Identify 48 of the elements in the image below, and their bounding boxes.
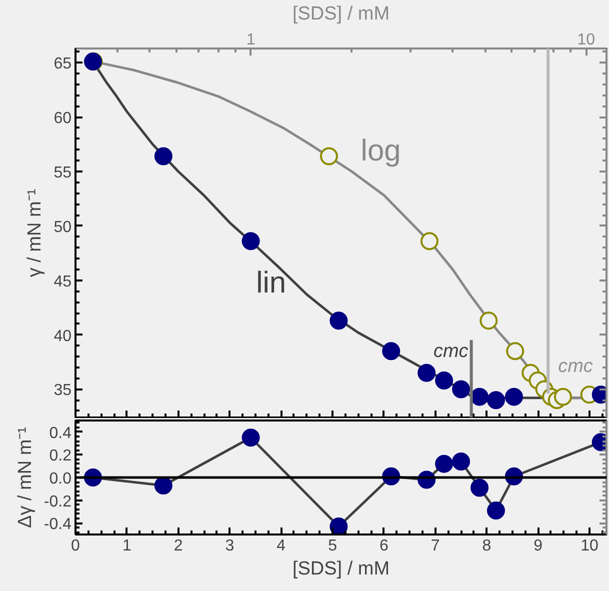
- y-axis-title: γ / mN m⁻¹: [24, 188, 46, 278]
- x-tick-label: 9: [534, 538, 543, 554]
- ref-line-label: cmc: [433, 341, 469, 362]
- point: [418, 364, 436, 382]
- x-tick-label: 7: [430, 538, 440, 554]
- x-axis-title: [SDS] / mM: [292, 558, 390, 580]
- series-label: log: [360, 134, 401, 168]
- point: [330, 518, 348, 534]
- y-tick-label: -0.2: [44, 493, 72, 510]
- x-tick-label: 10: [580, 538, 599, 554]
- y-tick-label: 0.4: [49, 424, 72, 442]
- point: [435, 372, 454, 390]
- x-tick-label: 5: [328, 538, 338, 554]
- point: [452, 380, 470, 398]
- point: [486, 502, 505, 520]
- x2-tick-label: 1: [246, 32, 256, 48]
- point: [452, 452, 470, 471]
- point: [330, 312, 348, 330]
- x-tick-label: 1: [122, 538, 132, 554]
- point: [504, 388, 523, 406]
- point: [382, 342, 400, 360]
- x2-tick-label: 10: [577, 32, 596, 48]
- y-tick-label: 50: [54, 218, 72, 236]
- point: [242, 428, 260, 447]
- point: [242, 232, 260, 250]
- point: [470, 478, 489, 497]
- point: [154, 147, 172, 166]
- y-tick-label: 0.0: [49, 470, 72, 488]
- y-tick-label: 0.2: [49, 448, 72, 465]
- series-label: lin: [256, 266, 286, 300]
- y-tick-label: 55: [54, 164, 72, 182]
- x-tick-label: 2: [174, 538, 183, 554]
- x-tick-label: 6: [379, 538, 388, 554]
- y-tick-label: 40: [54, 328, 72, 345]
- point: [435, 454, 454, 473]
- point: [486, 391, 505, 410]
- x-tick-label: 3: [225, 538, 234, 554]
- x-tick-label: 8: [482, 538, 492, 554]
- x-tick-label: 4: [276, 538, 286, 554]
- y-tick-label: -0.4: [44, 516, 72, 534]
- ref-line-label: cmc: [558, 356, 594, 377]
- y-tick-label: 45: [54, 273, 72, 290]
- y-tick-label: 35: [54, 382, 72, 400]
- y-axis-title: Δγ / mN m⁻¹: [14, 426, 36, 528]
- x-tick-label: 0: [71, 538, 80, 554]
- y-tick-label: 60: [54, 110, 72, 128]
- x2-axis-title: [SDS] / mM: [292, 4, 390, 24]
- y-tick-label: 65: [54, 56, 72, 73]
